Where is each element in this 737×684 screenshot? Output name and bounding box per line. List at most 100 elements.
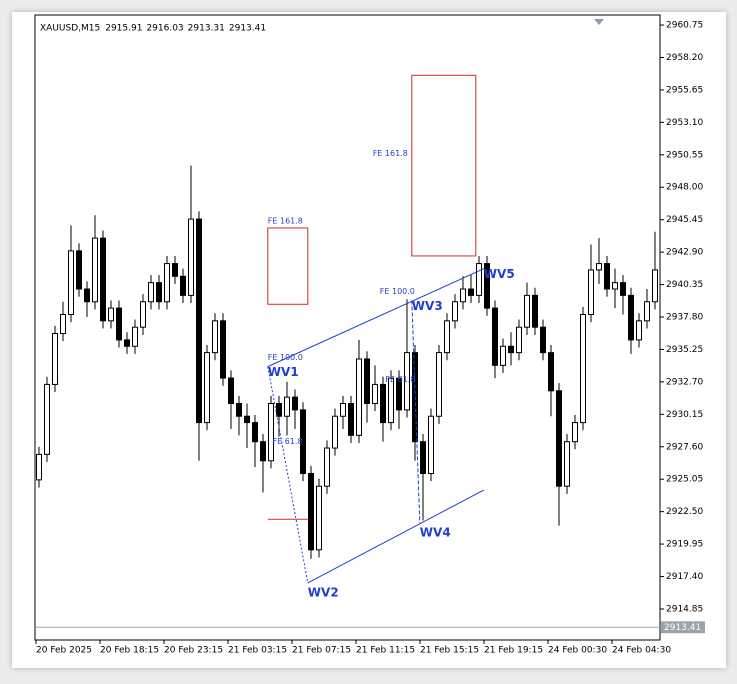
candle-body <box>492 307 498 366</box>
y-tick-label: 2953.10 <box>666 118 703 128</box>
candle-body <box>500 345 506 366</box>
candle-body <box>108 307 114 322</box>
candle-body <box>628 294 634 341</box>
last-price-label: 2913.41 <box>664 623 701 633</box>
header-value: 2913.41 <box>229 24 266 34</box>
candle-body <box>444 320 450 354</box>
y-tick-label: 2955.65 <box>666 85 703 95</box>
candle-body <box>172 263 178 277</box>
fe-level-label: FE 100.0 <box>380 287 415 296</box>
candle-body <box>236 403 242 417</box>
candle-body <box>292 396 298 411</box>
wave-label: WV1 <box>268 365 299 379</box>
candle-body <box>532 294 538 328</box>
candle-body <box>636 320 642 341</box>
candle-body <box>252 422 258 443</box>
candle-body <box>164 263 170 303</box>
x-tick-label: 20 Feb 23:15 <box>164 646 223 656</box>
candle-body <box>316 485 322 551</box>
x-tick-label: 24 Feb 00:30 <box>548 646 607 656</box>
candle-body <box>132 326 138 347</box>
candle-body <box>508 345 514 354</box>
y-tick-label: 2935.25 <box>666 345 703 355</box>
y-tick-label: 2940.35 <box>666 280 703 290</box>
wave-label: WV3 <box>412 299 443 313</box>
candle-body <box>220 320 226 379</box>
x-tick-label: 24 Feb 04:30 <box>612 646 671 656</box>
candle-body <box>580 313 586 424</box>
y-tick-label: 2937.80 <box>666 313 703 323</box>
candle-body <box>428 415 434 474</box>
y-tick-label: 2927.60 <box>666 442 703 452</box>
fe-level-label: FE 100.0 <box>268 353 303 362</box>
y-tick-label: 2948.00 <box>666 183 703 193</box>
header-value: 2913.31 <box>188 24 225 34</box>
candle-body <box>372 383 378 405</box>
candle-body <box>228 377 234 405</box>
candle-body <box>460 288 466 303</box>
candle-body <box>436 352 442 417</box>
y-tick-label: 2925.05 <box>666 475 703 485</box>
y-tick-label: 2919.95 <box>666 540 703 550</box>
wave-label: WV4 <box>420 526 451 540</box>
y-tick-label: 2950.55 <box>666 150 703 160</box>
candle-body <box>276 403 282 417</box>
y-tick-label: 2914.85 <box>666 604 703 614</box>
x-tick-label: 21 Feb 19:15 <box>484 646 543 656</box>
y-tick-label: 2942.90 <box>666 248 703 258</box>
y-tick-label: 2917.40 <box>666 572 703 582</box>
candle-body <box>356 358 362 436</box>
candle-body <box>476 263 482 296</box>
candle-body <box>340 403 346 417</box>
candle-body <box>324 447 330 487</box>
candle-body <box>420 441 426 474</box>
wave-label: WV2 <box>308 585 339 599</box>
header-value: 2915.91 <box>105 24 142 34</box>
fe-zone <box>267 227 309 305</box>
y-tick-label: 2932.70 <box>666 377 703 387</box>
candle-body <box>196 218 202 424</box>
x-tick-label: 21 Feb 15:15 <box>420 646 479 656</box>
candle-body <box>652 269 658 303</box>
candle-body <box>116 307 122 341</box>
y-tick-label: 2922.50 <box>666 507 703 517</box>
candle-body <box>564 441 570 487</box>
x-tick-label: 20 Feb 2025 <box>36 646 92 656</box>
candle-body <box>244 415 250 424</box>
candle-body <box>612 282 618 290</box>
x-tick-label: 21 Feb 03:15 <box>228 646 287 656</box>
candle-body <box>140 301 146 328</box>
wave-label: WV5 <box>484 267 515 281</box>
candle-body <box>540 326 546 354</box>
candle-body <box>604 263 610 290</box>
y-tick-label: 2930.15 <box>666 410 703 420</box>
y-tick-label: 2958.20 <box>666 53 703 63</box>
symbol-label: XAUUSD,M15 <box>40 24 100 34</box>
fe-level-label: FE 61.8 <box>273 437 303 446</box>
candle-body <box>596 263 602 271</box>
candle-body <box>364 358 370 405</box>
candle-body <box>516 326 522 354</box>
candle-body <box>332 415 338 449</box>
x-tick-label: 21 Feb 11:15 <box>356 646 415 656</box>
candle-body <box>268 403 274 462</box>
candle-body <box>380 383 386 424</box>
y-tick-label: 2960.75 <box>666 21 703 31</box>
last-price-box <box>661 621 705 634</box>
fe-zone-label: FE 161.8 <box>268 216 303 225</box>
wave-line <box>267 366 309 583</box>
header-value: 2916.03 <box>146 24 183 34</box>
candle-body <box>484 263 490 309</box>
fe-zone-label: FE 161.8 <box>373 149 408 158</box>
candle-body <box>148 282 154 303</box>
candle-body <box>100 237 106 322</box>
candle-body <box>620 282 626 296</box>
candle-body <box>284 396 290 417</box>
card <box>12 12 726 668</box>
candle-body <box>348 403 354 436</box>
candle-body <box>92 237 98 303</box>
candle-body <box>84 288 90 303</box>
candle-body <box>572 422 578 443</box>
